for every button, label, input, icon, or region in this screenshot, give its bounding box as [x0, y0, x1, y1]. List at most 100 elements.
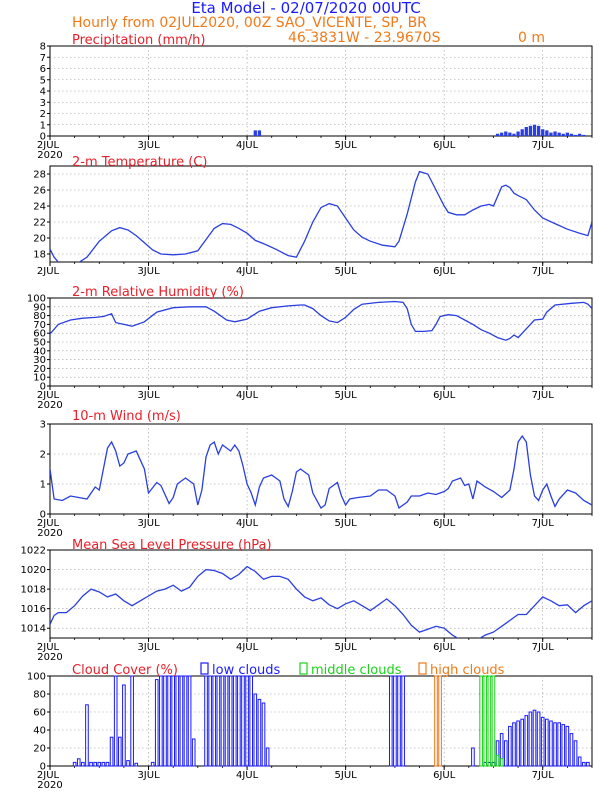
temp-xtick-label: 7JUL: [532, 266, 555, 277]
mslp-ytick-label: 1016: [21, 604, 46, 615]
temp-ytick-label: 22: [33, 218, 46, 229]
low-cloud-bar: [105, 761, 110, 767]
wind-xtick-label: 6JUL: [433, 518, 456, 529]
low-cloud-bar: [245, 675, 249, 767]
mslp-ytick-label: 1014: [21, 624, 46, 635]
precip-bar: [528, 125, 533, 136]
wind-ytick-label: 3: [40, 420, 46, 431]
low-cloud-bar: [503, 740, 508, 767]
wind-title: 10-m Wind (m/s): [72, 409, 181, 424]
wind-xtick-label: 2JUL: [37, 518, 60, 529]
rh-ytick-label: 80: [33, 311, 46, 322]
location-coordinates: 46.3831W - 23.9670S: [288, 30, 441, 46]
middle-cloud-bar: [483, 675, 488, 767]
header: Eta Model - 02/07/2020 00UTC Hourly from…: [72, 0, 545, 46]
precip-bar: [512, 133, 516, 136]
low-cloud-bar: [553, 722, 557, 767]
low-cloud-bar: [85, 704, 89, 767]
rh-year-label: 2020: [37, 400, 62, 411]
cloud-xtick-label: 5JUL: [335, 770, 358, 781]
legend-swatch-high: [418, 662, 427, 675]
precip-bar: [504, 131, 508, 136]
low-cloud-bar: [228, 675, 233, 767]
cloud-ytick-label: 40: [33, 726, 46, 737]
temp-marks: 18 20 22 24 26 28 2JUL 3JUL 4JUL 5JUL 6JUL 7JUL: [33, 166, 593, 277]
rh-title: 2-m Relative Humidity (%): [72, 285, 244, 300]
precip-bar: [545, 130, 549, 136]
legend-swatch-middle: [299, 662, 308, 675]
precip-bar: [561, 133, 565, 136]
rh-xtick-label: 7JUL: [532, 390, 555, 401]
legend-high-clouds: high clouds: [430, 663, 505, 678]
elevation: 0 m: [518, 30, 545, 46]
temp-xtick-label: 6JUL: [433, 266, 456, 277]
precip-bar: [495, 133, 500, 136]
precip-bar: [582, 134, 586, 136]
temp-xtick-label: 2JUL: [37, 266, 60, 277]
rh-xtick-label: 6JUL: [433, 390, 456, 401]
high-cloud-bar: [434, 675, 438, 767]
low-cloud-bar: [253, 693, 258, 767]
wind-xtick-label: 5JUL: [335, 518, 358, 529]
precip-xtick-label: 6JUL: [433, 140, 456, 151]
precip-xtick-label: 3JUL: [137, 140, 160, 151]
wind-ytick-label: 2: [40, 450, 46, 461]
temp-xtick-label: 4JUL: [236, 266, 259, 277]
cloud-marks: 0 20 40 60 80 100 2JUL 3JUL 4JUL 5JUL 6JUL 7JUL 2020: [27, 672, 593, 791]
cloud-year-label: 2020: [37, 780, 62, 791]
wind-xtick-label: 7JUL: [532, 518, 555, 529]
rh-line: [50, 300, 592, 341]
rh-xtick-label: 2JUL: [37, 390, 60, 401]
precip-bar: [508, 132, 512, 136]
low-cloud-bar: [540, 716, 545, 767]
low-cloud-bar: [113, 675, 118, 767]
cloud-ytick-label: 100: [27, 672, 46, 683]
low-cloud-bar: [97, 761, 102, 767]
precip-ytick-label: 8: [40, 42, 46, 53]
low-cloud-bar: [191, 738, 196, 767]
low-cloud-bar: [72, 761, 77, 767]
low-cloud-bar: [261, 702, 266, 767]
low-cloud-bar: [204, 675, 208, 767]
mslp-xtick-label: 4JUL: [236, 642, 259, 653]
low-cloud-bar: [150, 761, 155, 767]
low-cloud-bar: [520, 718, 525, 767]
cloud-ytick-label: 80: [33, 690, 46, 701]
temp-ytick-label: 20: [33, 234, 46, 245]
wind-xtick-label: 4JUL: [236, 518, 259, 529]
precip-bar: [549, 132, 553, 136]
rh-xtick-label: 4JUL: [236, 390, 259, 401]
low-cloud-bar: [89, 761, 93, 767]
rh-ytick-label: 0: [40, 382, 46, 393]
mslp-ytick-label: 1022: [21, 546, 46, 557]
cloud-ytick-label: 60: [33, 708, 46, 719]
mslp-title: Mean Sea Level Pressure (hPa): [72, 538, 272, 553]
low-cloud-bar: [224, 675, 229, 767]
temp-panel: 18 20 22 24 26 28 2JUL 3JUL 4JUL 5JUL 6JUL 7JUL 2-m…: [33, 155, 593, 277]
low-cloud-bar: [179, 675, 184, 767]
precip-bar: [520, 129, 524, 136]
temp-ytick-label: 24: [33, 202, 46, 213]
low-cloud-bar: [516, 720, 520, 767]
low-cloud-bar: [154, 679, 159, 767]
mslp-xtick-label: 2JUL: [37, 642, 60, 653]
middle-cloud-bar: [479, 675, 483, 767]
mslp-ytick-label: 1018: [21, 585, 46, 596]
precip-xtick-label: 5JUL: [335, 140, 358, 151]
cloud-title: Cloud Cover (%): [72, 663, 178, 678]
mslp-ytick-label: 1020: [21, 565, 46, 576]
low-cloud-bar: [401, 675, 405, 767]
rh-ytick-label: 60: [33, 329, 46, 340]
rh-ytick-label: 20: [33, 364, 46, 375]
precip-bar: [573, 134, 578, 136]
low-cloud-bar: [117, 736, 122, 767]
precip-title: Precipitation (mm/h): [72, 33, 205, 48]
low-cloud-bar: [397, 675, 401, 767]
precip-xtick-label: 4JUL: [236, 140, 259, 151]
rh-ytick-label: 40: [33, 346, 46, 357]
precip-ytick-label: 3: [40, 98, 46, 109]
legend-low-clouds: low clouds: [212, 663, 281, 678]
